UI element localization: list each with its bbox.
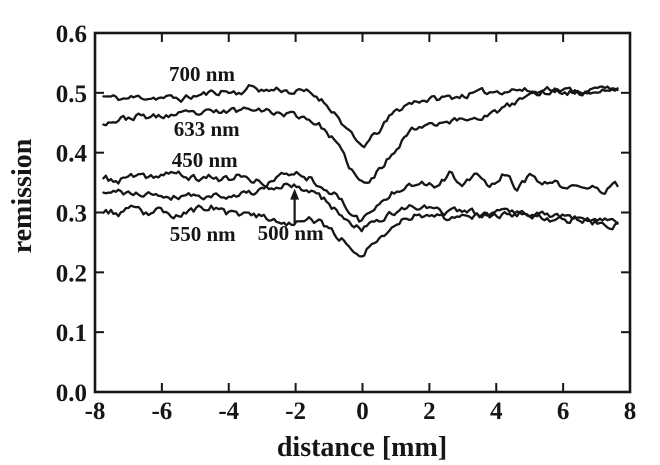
x-tick-label-8: 8 [624,398,637,425]
curve-label-633-nm: 633 nm [174,117,240,141]
series-550-nm [102,204,619,258]
curve-label-700-nm: 700 nm [169,62,235,86]
y-tick-label-0.1: 0.1 [56,320,87,347]
y-tick-label-0.2: 0.2 [56,260,87,287]
annotation-layer: 700 nm 633 nm 450 nm 550 nm 500 nm [169,62,324,246]
series-633-nm [102,85,619,184]
series-500-nm [102,182,619,233]
x-tick-label--8: -8 [85,398,106,425]
plot-frame [93,31,632,394]
plot-frame-layer [93,31,632,394]
y-tick-label-0.6: 0.6 [56,21,87,48]
x-tick-label--4: -4 [218,398,239,425]
series-450-nm [102,170,619,223]
y-tick-label-0.0: 0.0 [56,380,87,407]
y-tick-label-0.4: 0.4 [56,141,88,168]
y-tick-label-0.3: 0.3 [56,201,87,228]
x-axis-title: distance [mm] [277,432,447,463]
x-tick-label--6: -6 [151,398,172,425]
x-tick-label-4: 4 [490,398,503,425]
arrow-annotation-500nm [290,188,300,224]
x-tick-label-6: 6 [557,398,570,425]
curve-label-500-nm: 500 nm [258,221,324,245]
x-tick-label-2: 2 [423,398,436,425]
axis-tick-layer: -8 -6 -4 -2 0 2 4 6 8 0.0 0.1 0.2 0.3 0.4 0.5 0.6 [56,21,637,425]
x-tick-label--2: -2 [285,398,306,425]
curve-label-550-nm: 550 nm [170,222,236,246]
y-tick-label-0.5: 0.5 [56,81,87,108]
arrow-head-icon [290,188,300,200]
y-axis-title: remission [7,138,38,253]
x-tick-label-0: 0 [356,398,369,425]
curve-label-450-nm: 450 nm [172,148,238,172]
data-series-layer [102,84,619,258]
